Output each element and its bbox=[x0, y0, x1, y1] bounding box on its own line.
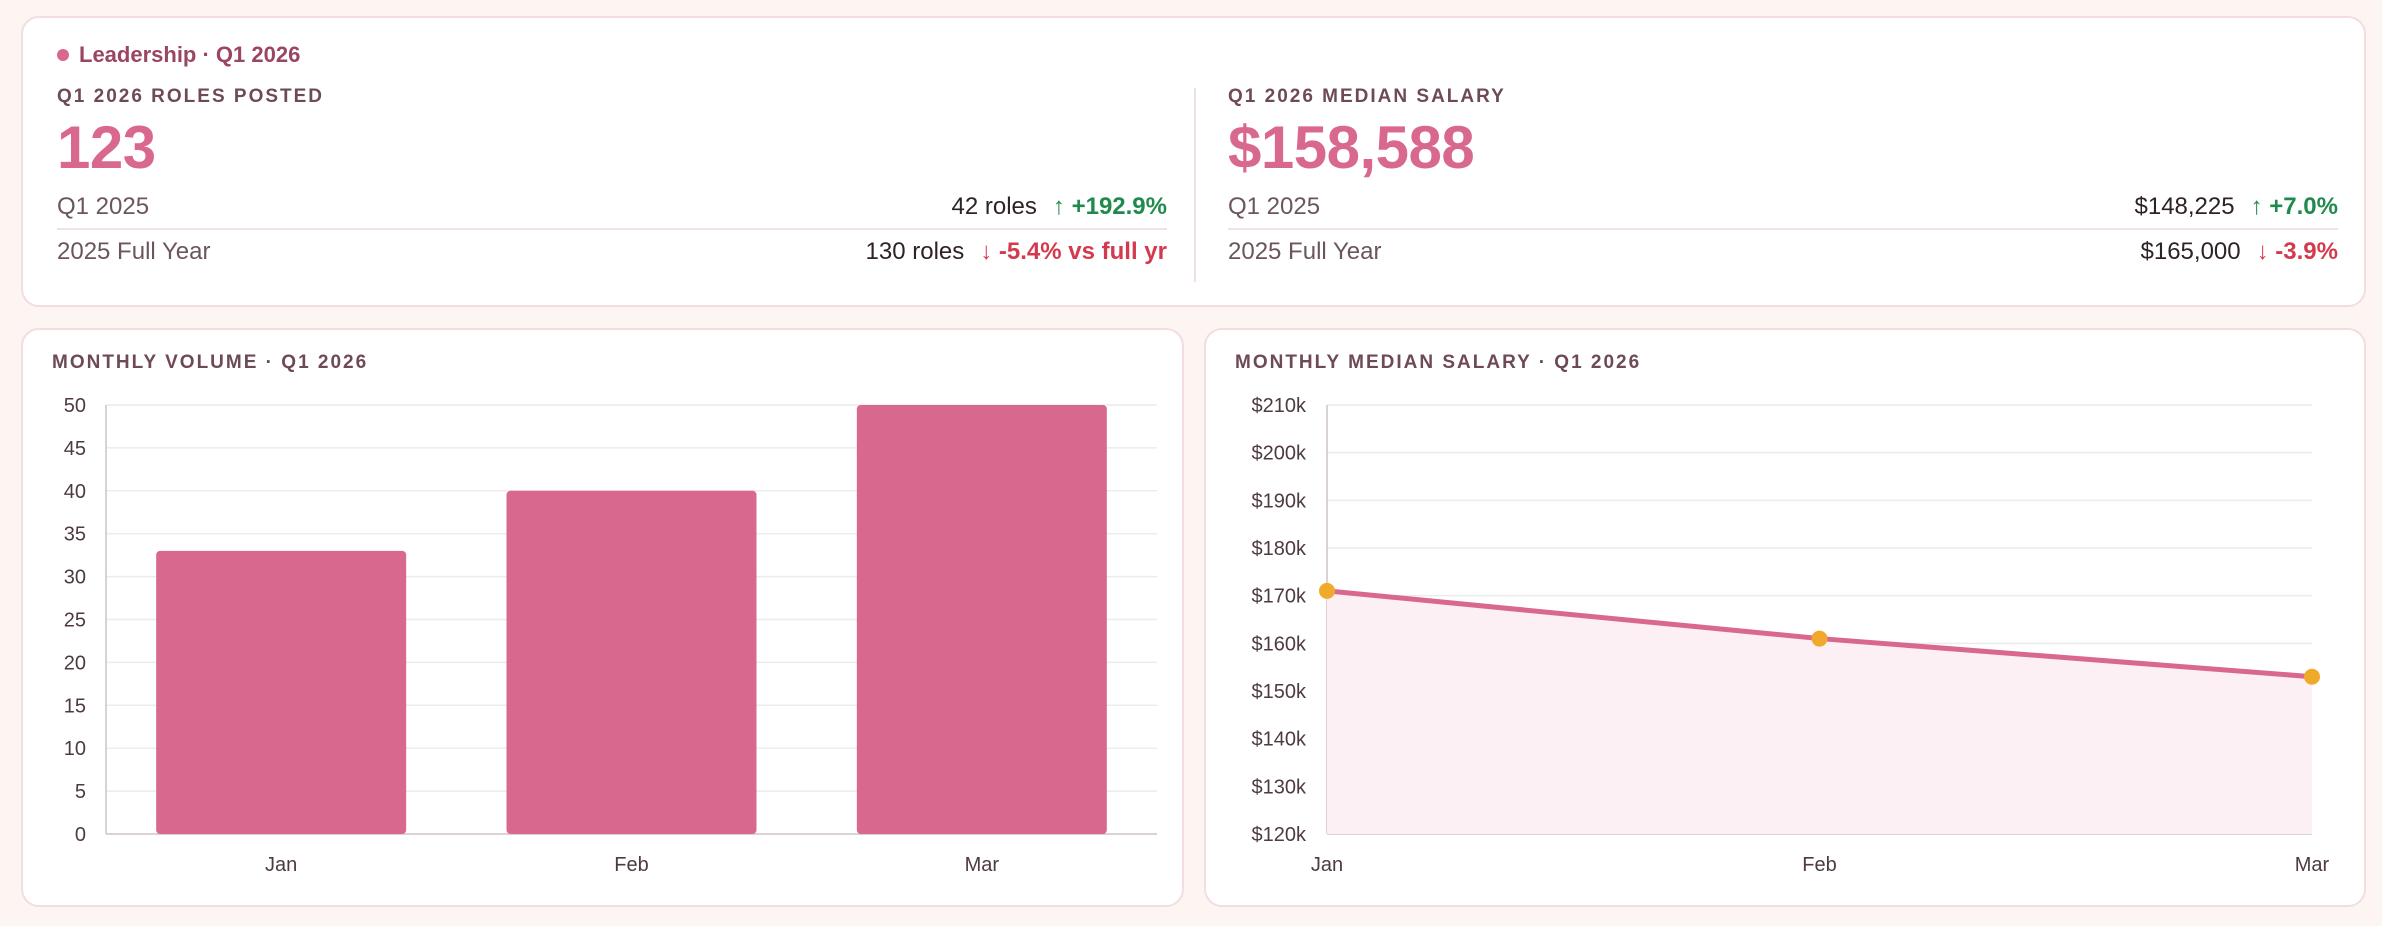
delta-badge-down: ↓ -5.4% vs full yr bbox=[980, 238, 1167, 265]
chart-title: MONTHLY VOLUME · Q1 2026 bbox=[52, 352, 369, 373]
kpi-title: Q1 2026 ROLES POSTED bbox=[57, 86, 325, 107]
comparison-row: 2025 Full Year $165,000 ↓ -3.9% bbox=[1228, 230, 2338, 274]
x-tick-label: Mar bbox=[2295, 854, 2330, 876]
segment-label-text: Leadership · Q1 2026 bbox=[79, 42, 301, 67]
data-point bbox=[2304, 668, 2320, 685]
y-tick-label: $190k bbox=[1252, 490, 1307, 512]
bar bbox=[506, 490, 757, 834]
comparison-row: Q1 2025 $148,225 ↑ +7.0% bbox=[1228, 186, 2338, 230]
y-tick-label: $200k bbox=[1252, 443, 1307, 465]
y-tick-label: 5 bbox=[75, 781, 86, 803]
monthly-salary-chart: $120k $130k $140k $150k $160k $170k $180k $190k… bbox=[1252, 395, 2330, 876]
delta-badge-up: ↑ +192.9% bbox=[1052, 193, 1167, 220]
kpi-median-salary: Q1 2026 MEDIAN SALARY $158,588 Q1 2025 $… bbox=[1228, 86, 2338, 296]
bar bbox=[856, 405, 1107, 834]
x-tick-label: Mar bbox=[965, 854, 1000, 876]
segment-dot-icon bbox=[57, 49, 69, 61]
x-tick-label: Feb bbox=[614, 854, 648, 876]
x-tick-label: Feb bbox=[1802, 854, 1836, 876]
y-tick-label: $160k bbox=[1252, 633, 1307, 655]
y-tick-label: 0 bbox=[75, 824, 86, 846]
y-tick-label: 45 bbox=[64, 438, 86, 460]
comparison-row: Q1 2025 42 roles ↑ +192.9% bbox=[57, 186, 1167, 230]
delta-badge-down: ↓ -3.9% bbox=[2256, 238, 2338, 265]
kpi-value: $158,588 bbox=[1228, 114, 1475, 181]
monthly-volume-chart: 0 5 10 15 20 25 30 35 40 45 50 Jan Feb Mar bbox=[64, 395, 1157, 876]
comparison-value: $165,000 bbox=[2140, 238, 2241, 265]
monthly-volume-card: MONTHLY VOLUME · Q1 2026 0 5 10 15 20 25 30 35 4… bbox=[21, 328, 1184, 907]
y-tick-label: 30 bbox=[64, 567, 86, 589]
comparison-value: 42 roles bbox=[951, 193, 1037, 220]
kpi-divider bbox=[1194, 88, 1196, 282]
y-tick-label: 50 bbox=[64, 395, 86, 417]
y-tick-label: 15 bbox=[64, 695, 86, 717]
y-tick-label: $170k bbox=[1252, 586, 1307, 608]
y-tick-label: $140k bbox=[1252, 729, 1307, 751]
segment-label: Leadership · Q1 2026 bbox=[57, 42, 300, 68]
y-tick-label: 35 bbox=[64, 524, 86, 546]
y-tick-label: $210k bbox=[1252, 395, 1307, 417]
x-tick-label: Jan bbox=[265, 854, 297, 876]
y-tick-label: $120k bbox=[1252, 824, 1307, 846]
kpi-title: Q1 2026 MEDIAN SALARY bbox=[1228, 86, 1506, 107]
comparison-label: 2025 Full Year bbox=[1228, 238, 1382, 265]
bar bbox=[156, 550, 407, 834]
kpi-roles-posted: Q1 2026 ROLES POSTED 123 Q1 2025 42 role… bbox=[57, 86, 1167, 296]
comparison-value: 130 roles bbox=[865, 238, 965, 265]
delta-badge-up: ↑ +7.0% bbox=[2250, 193, 2338, 220]
data-point bbox=[1811, 630, 1828, 647]
y-tick-label: 40 bbox=[64, 481, 86, 503]
y-tick-label: 25 bbox=[64, 610, 86, 632]
kpi-card: Leadership · Q1 2026 Q1 2026 ROLES POSTE… bbox=[21, 16, 2366, 307]
comparison-row: 2025 Full Year 130 roles ↓ -5.4% vs full… bbox=[57, 230, 1167, 274]
area-fill bbox=[1327, 590, 2312, 834]
monthly-salary-card: MONTHLY MEDIAN SALARY · Q1 2026 $120k $13… bbox=[1204, 328, 2366, 907]
x-tick-label: Jan bbox=[1311, 854, 1343, 876]
y-tick-label: $180k bbox=[1252, 538, 1307, 560]
comparison-value: $148,225 bbox=[2134, 193, 2235, 220]
kpi-value: 123 bbox=[57, 114, 156, 181]
y-tick-label: 10 bbox=[64, 738, 86, 760]
y-tick-label: $150k bbox=[1252, 681, 1307, 703]
comparison-label: Q1 2025 bbox=[57, 193, 150, 220]
y-tick-label: $130k bbox=[1252, 776, 1307, 798]
comparison-label: Q1 2025 bbox=[1228, 193, 1321, 220]
data-point bbox=[1319, 582, 1335, 599]
comparison-label: 2025 Full Year bbox=[57, 238, 211, 265]
y-tick-label: 20 bbox=[64, 652, 86, 674]
chart-title: MONTHLY MEDIAN SALARY · Q1 2026 bbox=[1235, 352, 1642, 373]
